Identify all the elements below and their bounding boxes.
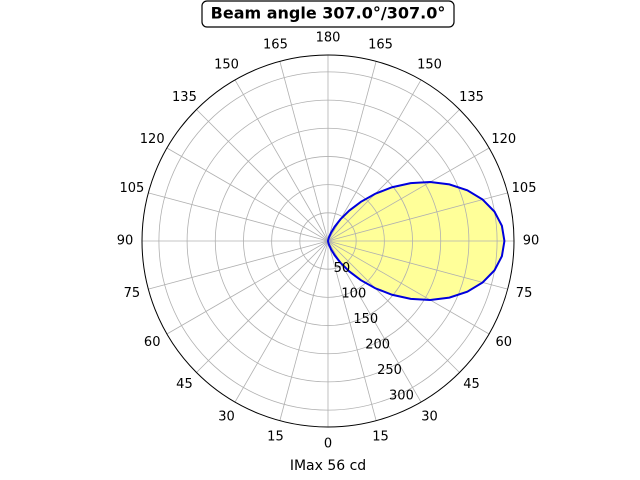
angle-grid (279, 61, 329, 242)
angle-tick-label: 0 (324, 437, 332, 452)
lobe-line (327, 180, 506, 302)
angle-grid (327, 147, 490, 242)
angle-grid (327, 240, 508, 290)
angle-tick-label: 165 (263, 37, 288, 52)
angle-grid (166, 147, 329, 242)
angle-tick-label: 150 (417, 58, 442, 73)
angle-tick-label: 120 (140, 132, 165, 147)
polar-frame (141, 54, 515, 428)
angle-tick-label: 135 (172, 90, 197, 105)
angle-grid (196, 109, 329, 242)
angle-tick-label: 165 (368, 37, 393, 52)
angle-grid (327, 61, 377, 242)
angle-tick-label: 180 (316, 31, 341, 46)
angle-grid (196, 240, 329, 373)
angle-grid (327, 192, 508, 242)
angle-tick-label: 45 (463, 377, 480, 392)
radial-tick-label: 250 (377, 363, 402, 378)
angle-grid (148, 240, 329, 290)
angle-tick-label: 105 (512, 181, 537, 196)
angle-grid (327, 109, 460, 242)
radial-tick-label: 50 (334, 261, 351, 276)
radial-tick-label: 100 (341, 287, 366, 302)
angle-tick-label: 60 (144, 335, 161, 350)
angle-grid (234, 79, 329, 242)
angle-grid (166, 240, 329, 335)
angle-tick-label: 90 (523, 234, 540, 249)
angle-tick-label: 60 (496, 335, 513, 350)
angle-grid (327, 240, 460, 373)
angle-tick-label: 15 (267, 430, 284, 445)
angle-grid (234, 240, 329, 403)
angle-grid (327, 240, 490, 335)
angle-grid (148, 192, 329, 242)
radial-tick-label: 300 (389, 389, 414, 404)
angle-grid (279, 240, 329, 421)
title-box (201, 0, 455, 28)
radial-tick-label: 150 (353, 312, 378, 327)
angle-tick-label: 120 (491, 132, 516, 147)
angle-grid (327, 240, 377, 421)
angle-tick-label: 30 (421, 409, 438, 424)
angle-tick-label: 45 (176, 377, 193, 392)
angle-tick-label: 90 (117, 234, 134, 249)
angle-grid (327, 79, 422, 242)
angle-tick-label: 30 (218, 409, 235, 424)
angle-tick-label: 75 (516, 286, 533, 301)
angle-tick-label: 150 (214, 58, 239, 73)
angle-grid (327, 240, 422, 403)
angle-tick-label: 135 (459, 90, 484, 105)
chart-title: Beam angle 307.0°/307.0° (211, 4, 446, 23)
angle-tick-label: 105 (120, 181, 145, 196)
x-axis-label: IMax 56 cd (290, 458, 366, 474)
angle-tick-label: 75 (124, 286, 141, 301)
angle-tick-label: 15 (372, 430, 389, 445)
radial-tick-label: 200 (365, 338, 390, 353)
